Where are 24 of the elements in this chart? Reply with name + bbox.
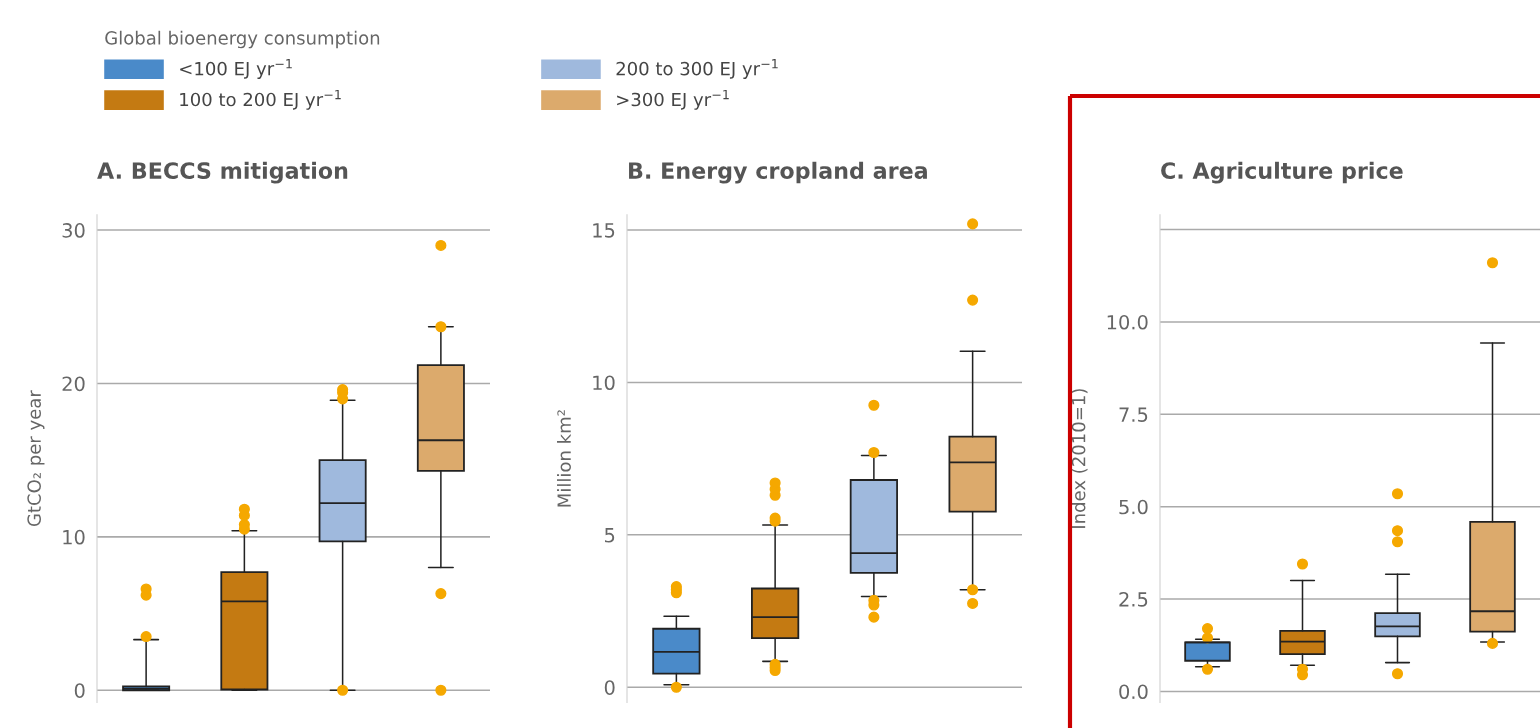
y-tick-label: 15 xyxy=(593,223,615,238)
y-tick-label: 10 xyxy=(593,375,615,391)
y-tick-label: 2.5 xyxy=(1119,592,1148,607)
y-tick-label: 10 xyxy=(63,529,85,545)
chart-title: B. Energy cropland area xyxy=(629,161,927,184)
y-tick-label: 20 xyxy=(62,376,85,392)
legend-label: 200 to 300 EJ yr$^{−1}$ xyxy=(616,59,778,79)
y-tick-label: 0 xyxy=(74,683,85,698)
y-tick-label: 30 xyxy=(62,223,85,238)
y-tick-label: 10.0 xyxy=(1107,314,1148,330)
y-tick-label: 7.5 xyxy=(1119,407,1148,422)
legend-label: >300 EJ yr$^{−1}$ xyxy=(617,89,729,110)
legend-title: Global bioenergy consumption xyxy=(105,30,380,49)
legend-label: 100 to 200 EJ yr$^{−1}$ xyxy=(180,89,341,110)
y-tick-label: 0 xyxy=(604,680,615,695)
y-tick-label: 5.0 xyxy=(1119,499,1148,515)
y-axis-title: GtCO₂ per year xyxy=(27,390,45,527)
y-axis-title: Million km² xyxy=(557,410,571,507)
y-tick-label: 0.0 xyxy=(1119,684,1148,700)
chart-title: C. Agriculture price xyxy=(1161,161,1403,184)
y-tick-label: 5 xyxy=(605,528,615,543)
legend-label: <100 EJ yr$^{−1}$ xyxy=(180,59,292,79)
y-axis-title: Index (2010=1) xyxy=(1071,389,1088,528)
chart-title: A. BECCS mitigation xyxy=(97,161,348,184)
